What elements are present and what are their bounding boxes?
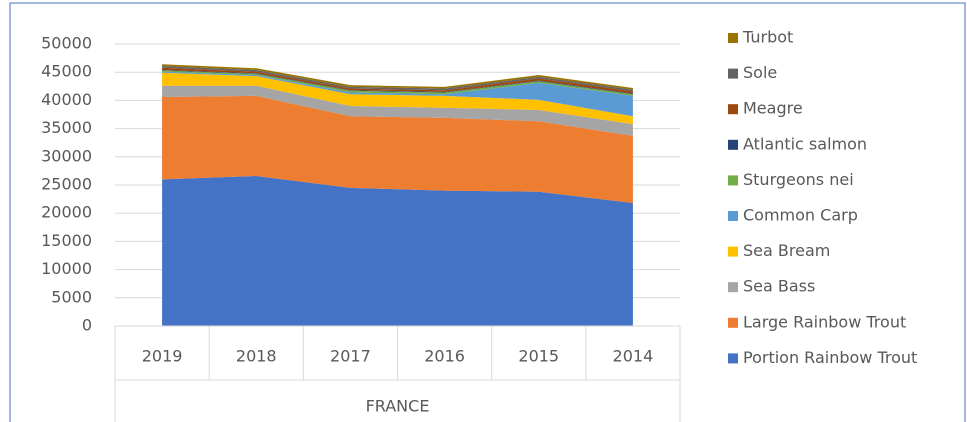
area — [162, 71, 633, 117]
area — [162, 72, 633, 125]
legend-swatch — [728, 211, 738, 221]
x-tick-label: 2018 — [236, 347, 277, 366]
legend-label: Sole — [743, 63, 777, 82]
y-tick-label: 10000 — [41, 259, 92, 278]
legend-label: Meagre — [743, 99, 803, 118]
y-tick-label: 20000 — [41, 203, 92, 222]
y-tick-label: 45000 — [41, 62, 92, 81]
legend-label: Portion Rainbow Trout — [743, 348, 917, 367]
legend-label: Common Carp — [743, 206, 858, 225]
x-tick-label: 2015 — [518, 347, 559, 366]
y-tick-label: 30000 — [41, 146, 92, 165]
area — [162, 95, 633, 204]
legend-label: Turbot — [742, 28, 793, 47]
y-tick-label: 25000 — [41, 175, 92, 194]
legend-label: Large Rainbow Trout — [743, 312, 906, 331]
y-tick-label: 50000 — [41, 34, 92, 53]
y-tick-label: 40000 — [41, 90, 92, 109]
area — [162, 175, 633, 326]
x-tick-label: 2016 — [424, 347, 465, 366]
legend-swatch — [728, 139, 738, 150]
legend-swatch — [728, 68, 738, 79]
y-tick-label: 35000 — [41, 118, 92, 137]
legend-label: Atlantic salmon — [743, 134, 867, 153]
area — [162, 65, 633, 92]
legend-swatch — [728, 33, 738, 43]
x-tick-label: 2014 — [613, 347, 654, 366]
legend-swatch — [728, 282, 738, 293]
y-tick-label: 15000 — [41, 231, 92, 250]
area — [162, 64, 633, 90]
chart-frame — [9, 2, 966, 422]
y-tick-label: 5000 — [51, 287, 92, 306]
x-tick-label: 2017 — [330, 347, 371, 366]
legend-swatch — [728, 353, 738, 364]
y-tick-label: 0 — [82, 316, 92, 335]
area — [162, 85, 633, 136]
legend-label: Sturgeons nei — [743, 170, 854, 189]
legend-swatch — [728, 175, 738, 186]
legend-label: Sea Bream — [743, 241, 830, 260]
legend-label: Sea Bass — [743, 277, 815, 296]
legend-swatch — [728, 246, 738, 257]
legend-swatch — [728, 104, 738, 115]
legend-swatch — [728, 317, 738, 328]
x-tick-label: 2019 — [142, 347, 183, 366]
area — [162, 70, 633, 96]
group-label: FRANCE — [366, 397, 430, 416]
area — [162, 67, 633, 94]
